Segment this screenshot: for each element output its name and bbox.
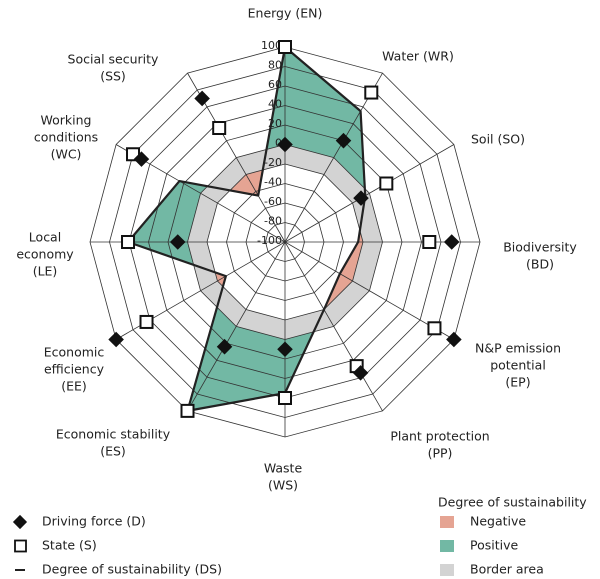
legend-label: Driving force (D) (42, 514, 146, 529)
state-marker (180, 403, 195, 418)
axis-label: Soil (SO) (471, 132, 525, 147)
tick-label: 0 (275, 137, 282, 150)
axis-label: Working (41, 113, 92, 128)
state-marker (427, 321, 442, 336)
spoke (284, 241, 383, 412)
axis-label: (LE) (33, 264, 58, 279)
axis-label: conditions (34, 130, 98, 145)
tick-label: 80 (268, 59, 282, 72)
axis-label: efficiency (44, 362, 105, 377)
state-marker (212, 121, 227, 136)
axis-label: N&P emission (475, 341, 561, 356)
driving-force-marker (443, 234, 460, 250)
driving-force-marker (277, 136, 293, 153)
axis-label: Local (29, 230, 61, 245)
legend-square (14, 539, 27, 553)
legend-label: Positive (470, 538, 518, 553)
spoke (284, 72, 383, 243)
tick-label: -20 (264, 156, 282, 169)
spoke (284, 144, 455, 243)
legend-title: Degree of sustainability (438, 495, 587, 510)
legend-label: Border area (470, 562, 544, 577)
legend-label: Negative (470, 514, 526, 529)
axis-label: economy (16, 247, 74, 262)
legend-swatch (440, 516, 454, 528)
axis-label: potential (490, 358, 546, 373)
spoke (284, 241, 455, 340)
state-marker (278, 391, 292, 405)
driving-force-marker (335, 132, 352, 149)
axis-label: Social security (68, 52, 160, 67)
axis-label: (ES) (100, 444, 126, 459)
axis-label: (SS) (100, 69, 126, 84)
axis-label: (EE) (61, 379, 87, 394)
axis-label: (WS) (268, 478, 298, 493)
axis-label: Plant protection (390, 429, 489, 444)
axis-label: (PP) (428, 446, 453, 461)
legend-swatch (440, 564, 454, 576)
tick-label: -80 (264, 215, 282, 228)
state-marker (364, 85, 379, 100)
legend-swatch (440, 540, 454, 552)
state-marker (121, 235, 136, 249)
axis-label: Water (WR) (382, 49, 454, 64)
state-marker (422, 235, 437, 249)
axis-label: Economic (44, 345, 105, 360)
axis-label: Economic stability (56, 427, 171, 442)
state-marker (278, 40, 292, 54)
legend-diamond (12, 514, 28, 530)
axis-label: Biodiversity (503, 240, 577, 255)
state-marker (139, 314, 154, 329)
tick-label: -40 (264, 176, 282, 189)
legend-label: Degree of sustainability (DS) (42, 562, 222, 577)
axis-label: (EP) (505, 375, 530, 390)
axis-label: (WC) (51, 147, 82, 162)
driving-force-marker (133, 151, 150, 167)
tick-label: 100 (261, 39, 282, 52)
driving-force-marker (216, 338, 233, 355)
tick-label: -100 (257, 234, 282, 247)
driving-force-marker (194, 90, 210, 107)
driving-force-marker (169, 234, 186, 250)
axis-label: Waste (264, 461, 303, 476)
axis-label: Energy (EN) (248, 6, 323, 21)
spoke (187, 241, 286, 412)
legend-label: State (S) (42, 538, 97, 553)
tick-label: -60 (264, 195, 282, 208)
axis-label: (BD) (526, 257, 554, 272)
state-marker (379, 176, 394, 191)
driving-force-marker (353, 190, 369, 206)
